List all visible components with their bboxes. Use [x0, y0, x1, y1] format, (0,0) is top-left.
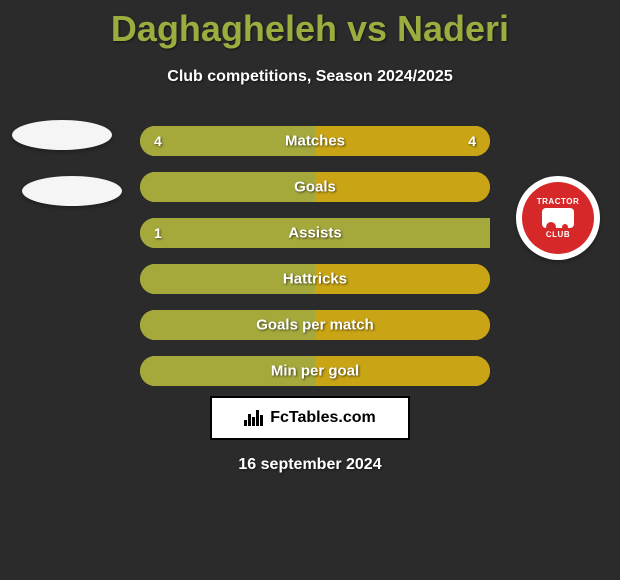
- comparison-title: Daghagheleh vs Naderi: [0, 0, 620, 50]
- stat-left-value: 1: [154, 225, 162, 241]
- stat-row: Goals: [0, 172, 620, 202]
- footer-brand: FcTables.com: [270, 409, 376, 427]
- source-box: FcTables.com: [210, 396, 410, 440]
- stat-row: Min per goal: [0, 356, 620, 386]
- stat-label: Hattricks: [283, 271, 347, 288]
- stat-row: Matches 4 4: [0, 126, 620, 156]
- stat-row: Hattricks: [0, 264, 620, 294]
- stat-label: Assists: [288, 225, 341, 242]
- bar-container: Min per goal: [140, 356, 490, 386]
- bar-container: Goals: [140, 172, 490, 202]
- stat-row: Assists 1: [0, 218, 620, 248]
- stat-row: Goals per match: [0, 310, 620, 340]
- bar-right: [315, 172, 490, 202]
- stat-label: Min per goal: [271, 363, 359, 380]
- fctables-logo: FcTables.com: [244, 409, 376, 427]
- stat-right-value: 4: [468, 133, 476, 149]
- stat-label: Matches: [285, 133, 345, 150]
- season-subtitle: Club competitions, Season 2024/2025: [0, 68, 620, 86]
- bar-left: [140, 172, 315, 202]
- bar-container: Assists: [140, 218, 490, 248]
- bar-container: Hattricks: [140, 264, 490, 294]
- report-date: 16 september 2024: [238, 456, 381, 474]
- stat-left-value: 4: [154, 133, 162, 149]
- stat-label: Goals per match: [256, 317, 374, 334]
- bar-container: Matches: [140, 126, 490, 156]
- stat-label: Goals: [294, 179, 336, 196]
- bar-container: Goals per match: [140, 310, 490, 340]
- stats-chart: Matches 4 4 Goals Assists 1 Hattricks Goals per…: [0, 126, 620, 386]
- chart-icon: [244, 410, 264, 426]
